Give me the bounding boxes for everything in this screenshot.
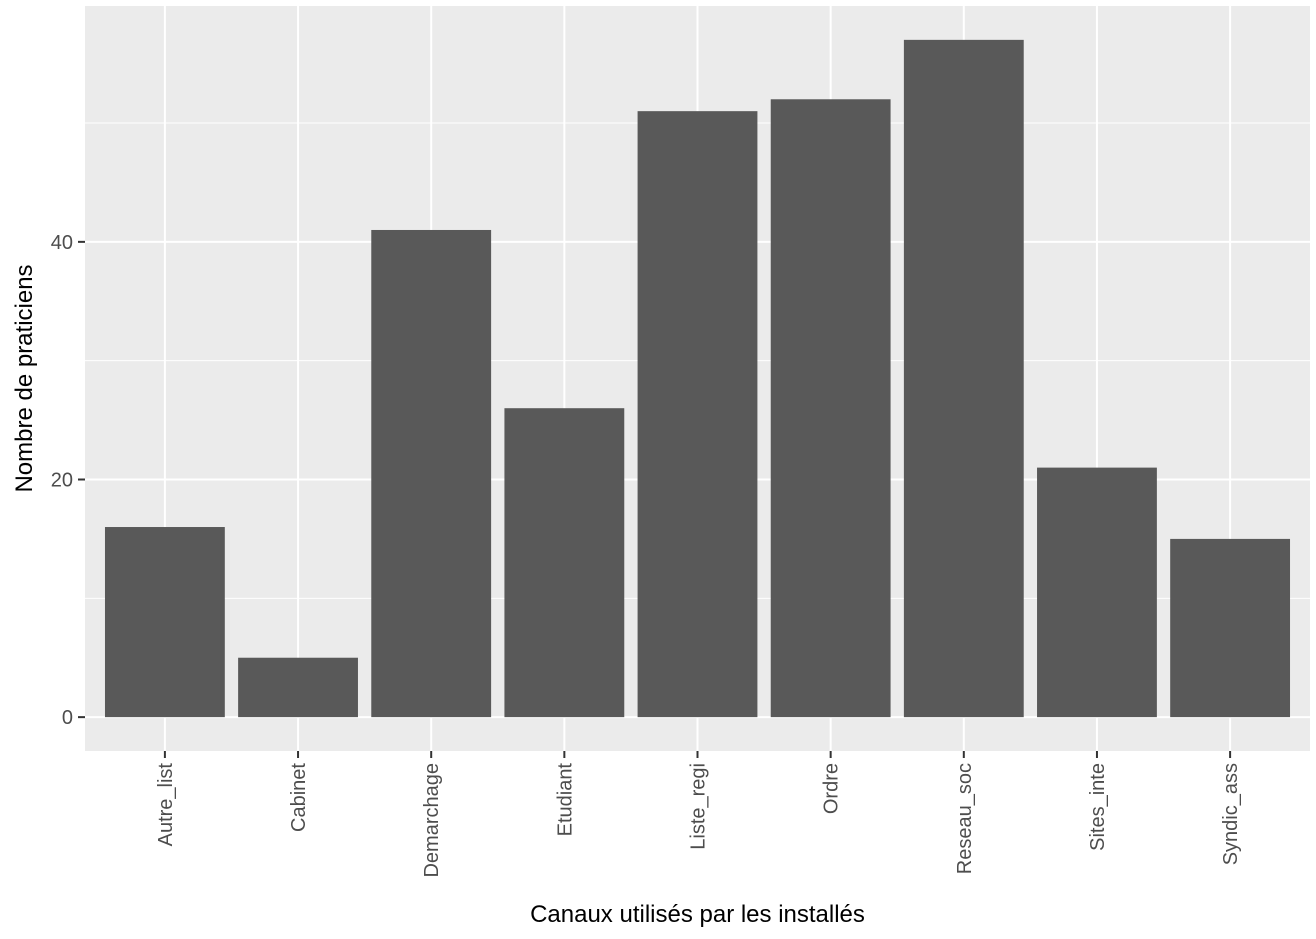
x-tick-label: Syndic_ass xyxy=(1220,763,1242,865)
x-tick-label: Reseau_soc xyxy=(954,763,976,874)
y-axis: 0 20 40 xyxy=(51,232,85,729)
bar-sites_inte xyxy=(1037,468,1157,718)
x-tick-label: Ordre xyxy=(821,763,843,814)
x-tick-label: Autre_list xyxy=(155,763,177,847)
x-tick-label: Demarchage xyxy=(421,763,443,878)
bar-syndic_ass xyxy=(1170,539,1290,717)
y-tick-label: 20 xyxy=(51,469,73,491)
bar-etudiant xyxy=(504,408,624,717)
y-axis-title: Nombre de praticiens xyxy=(11,264,38,492)
x-axis: Autre_list Cabinet Demarchage Etudiant Liste… xyxy=(155,751,1242,878)
x-tick-label: Sites_inte xyxy=(1087,763,1109,851)
x-axis-title: Canaux utilisés par les installés xyxy=(530,901,865,928)
bar-liste_regi xyxy=(638,111,758,717)
bar-autre_list xyxy=(105,527,225,717)
bar-cabinet xyxy=(238,658,358,717)
x-tick-label: Etudiant xyxy=(554,763,576,837)
x-tick-label: Cabinet xyxy=(288,763,310,832)
x-tick-label: Liste_regi xyxy=(688,763,710,850)
bar-demarchage xyxy=(371,230,491,717)
y-tick-label: 0 xyxy=(62,707,73,729)
bar-ordre xyxy=(771,99,891,717)
bar-reseau_soc xyxy=(904,40,1024,717)
y-tick-label: 40 xyxy=(51,232,73,254)
